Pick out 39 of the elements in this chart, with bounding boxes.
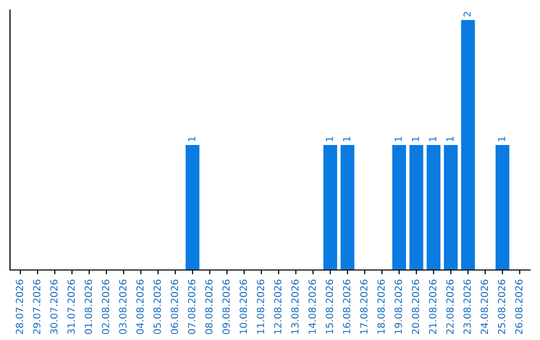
x-tick-label: 25.08.2026 [498, 280, 506, 334]
x-tick-label: 02.08.2026 [102, 280, 110, 334]
x-tick-label: 07.08.2026 [188, 280, 196, 334]
x-tick-label: 10.08.2026 [240, 280, 247, 334]
x-tick-label: 22.08.2026 [446, 280, 454, 334]
x-tick-label: 06.08.2026 [170, 280, 178, 334]
x-tick-label: 26.08.2026 [515, 280, 522, 334]
x-tick-label: 21.08.2026 [429, 280, 436, 334]
x-tick-label: 16.08.2026 [342, 280, 350, 334]
data-label: 1 [326, 136, 333, 142]
x-tick-label: 30.07.2026 [50, 280, 58, 334]
data-label: 1 [412, 136, 420, 142]
x-tick-label: 08.08.2026 [205, 280, 213, 334]
x-tick-label: 29.07.2026 [33, 280, 40, 334]
x-tick-label: 24.08.2026 [480, 280, 488, 334]
x-tick-label: 18.08.2026 [377, 280, 385, 334]
data-label: 1 [394, 136, 402, 142]
data-label: 1 [429, 136, 436, 142]
data-label: 2 [463, 12, 471, 17]
x-tick-label: 04.08.2026 [136, 280, 144, 334]
x-tick-label: 12.08.2026 [274, 280, 282, 334]
data-label: 1 [498, 136, 506, 142]
x-tick-label: 14.08.2026 [308, 280, 316, 334]
x-tick-label: 19.08.2026 [394, 280, 402, 334]
x-tick-label: 17.08.2026 [360, 280, 368, 334]
x-tick-label: 20.08.2026 [412, 280, 420, 334]
x-tick-label: 23.08.2026 [463, 280, 471, 334]
x-tick-label: 31.07.2026 [67, 280, 75, 334]
x-tick-label: 11.08.2026 [256, 280, 264, 334]
data-label: 1 [188, 136, 196, 142]
x-tick-label: 28.07.2026 [16, 280, 24, 334]
data-label: 1 [446, 136, 454, 142]
x-tick-label: 05.08.2026 [154, 280, 161, 334]
data-label: 1 [343, 136, 350, 142]
x-tick-label: 01.08.2026 [84, 280, 92, 334]
x-tick-label: 15.08.2026 [326, 280, 334, 334]
x-tick-label: 03.08.2026 [119, 280, 126, 334]
x-tick-label: 13.08.2026 [291, 280, 299, 334]
x-tick-label: 09.08.2026 [222, 280, 230, 334]
